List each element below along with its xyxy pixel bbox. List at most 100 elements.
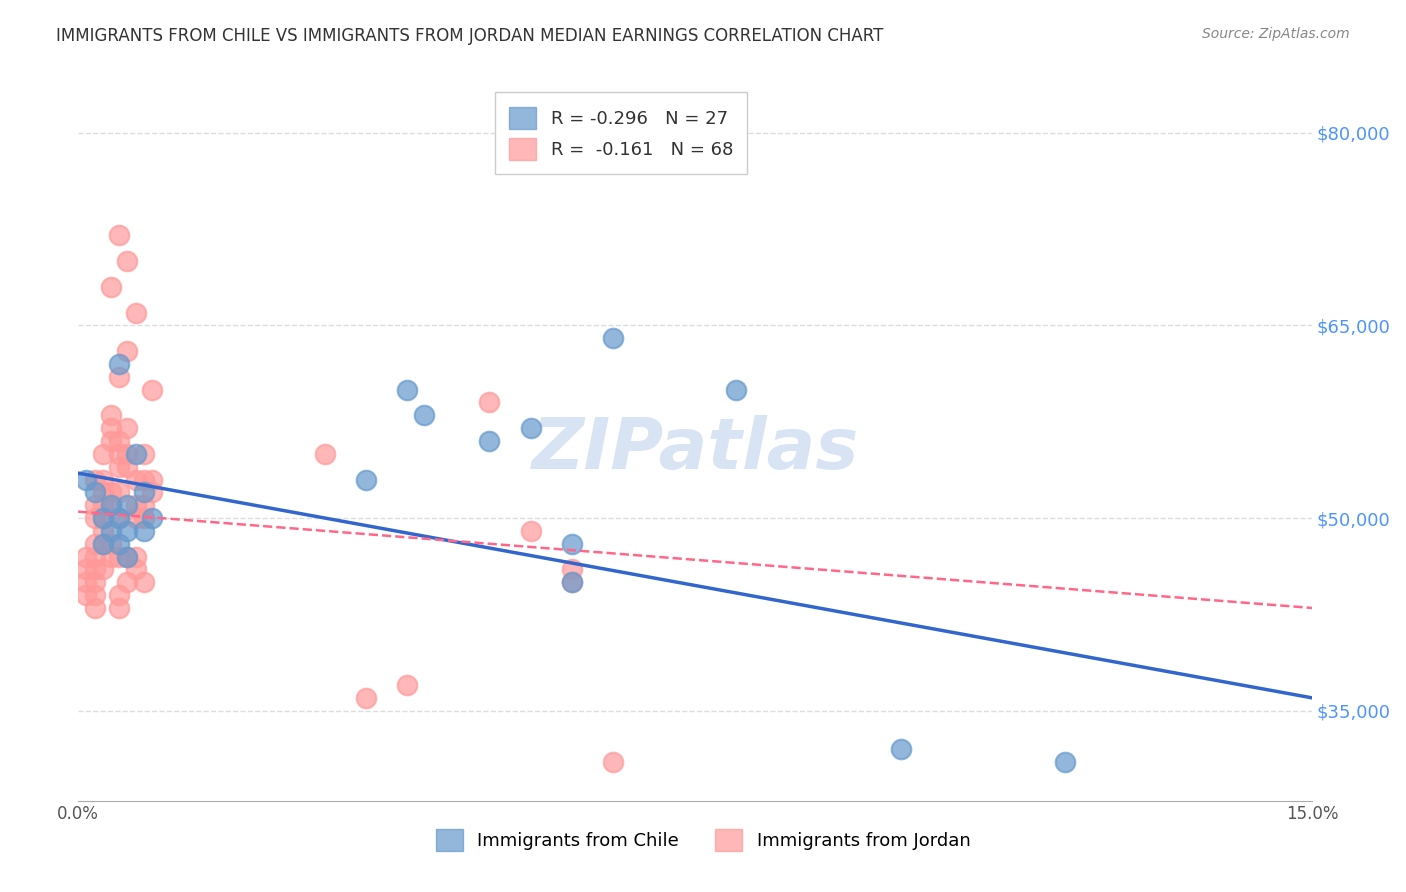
Point: [141, 383, 163, 397]
Point: [125, 549, 148, 564]
Point: [108, 549, 131, 564]
Point: [314, 447, 336, 461]
Point: [132, 524, 155, 538]
Point: [83, 511, 105, 525]
Point: [478, 434, 501, 448]
Point: [725, 383, 748, 397]
Point: [117, 344, 139, 359]
Point: [141, 511, 163, 525]
Point: [75, 562, 97, 576]
Point: [75, 588, 97, 602]
Legend: R = -0.296   N = 27, R =  -0.161   N = 68: R = -0.296 N = 27, R = -0.161 N = 68: [495, 92, 748, 174]
Point: [132, 447, 155, 461]
Point: [117, 575, 139, 590]
Point: [132, 511, 155, 525]
Point: [132, 575, 155, 590]
Point: [100, 434, 122, 448]
Point: [117, 524, 139, 538]
Text: IMMIGRANTS FROM CHILE VS IMMIGRANTS FROM JORDAN MEDIAN EARNINGS CORRELATION CHAR: IMMIGRANTS FROM CHILE VS IMMIGRANTS FROM…: [56, 27, 883, 45]
Point: [100, 421, 122, 435]
Point: [83, 588, 105, 602]
Point: [108, 369, 131, 384]
Point: [890, 742, 912, 756]
Point: [83, 473, 105, 487]
Point: [125, 305, 148, 319]
Point: [108, 588, 131, 602]
Point: [354, 473, 377, 487]
Point: [108, 511, 131, 525]
Text: Source: ZipAtlas.com: Source: ZipAtlas.com: [1202, 27, 1350, 41]
Point: [83, 485, 105, 500]
Point: [100, 524, 122, 538]
Point: [602, 755, 624, 769]
Point: [108, 434, 131, 448]
Point: [108, 357, 131, 371]
Point: [100, 498, 122, 512]
Point: [132, 473, 155, 487]
Point: [83, 537, 105, 551]
Point: [396, 383, 419, 397]
Point: [91, 537, 114, 551]
Point: [117, 459, 139, 474]
Point: [1054, 755, 1077, 769]
Point: [519, 421, 541, 435]
Point: [91, 447, 114, 461]
Point: [396, 678, 419, 692]
Point: [125, 447, 148, 461]
Point: [91, 537, 114, 551]
Point: [117, 498, 139, 512]
Point: [75, 473, 97, 487]
Point: [108, 459, 131, 474]
Point: [117, 549, 139, 564]
Point: [125, 473, 148, 487]
Point: [412, 409, 434, 423]
Point: [100, 280, 122, 294]
Point: [141, 473, 163, 487]
Point: [602, 331, 624, 345]
Point: [108, 511, 131, 525]
Point: [125, 498, 148, 512]
Point: [125, 562, 148, 576]
Point: [519, 524, 541, 538]
Point: [83, 575, 105, 590]
Point: [132, 485, 155, 500]
Point: [117, 254, 139, 268]
Point: [108, 537, 131, 551]
Point: [91, 562, 114, 576]
Point: [100, 498, 122, 512]
Point: [117, 447, 139, 461]
Point: [83, 549, 105, 564]
Point: [100, 549, 122, 564]
Point: [108, 447, 131, 461]
Point: [478, 395, 501, 409]
Point: [561, 537, 583, 551]
Point: [561, 575, 583, 590]
Point: [83, 562, 105, 576]
Point: [132, 498, 155, 512]
Point: [561, 575, 583, 590]
Point: [91, 485, 114, 500]
Legend: Immigrants from Chile, Immigrants from Jordan: Immigrants from Chile, Immigrants from J…: [422, 814, 984, 865]
Point: [141, 485, 163, 500]
Point: [100, 409, 122, 423]
Point: [100, 485, 122, 500]
Point: [354, 690, 377, 705]
Point: [108, 485, 131, 500]
Point: [91, 511, 114, 525]
Point: [108, 601, 131, 615]
Point: [100, 537, 122, 551]
Point: [108, 228, 131, 243]
Point: [75, 575, 97, 590]
Point: [91, 511, 114, 525]
Text: ZIPatlas: ZIPatlas: [531, 415, 859, 483]
Point: [75, 549, 97, 564]
Point: [561, 562, 583, 576]
Point: [91, 524, 114, 538]
Point: [91, 473, 114, 487]
Point: [83, 498, 105, 512]
Point: [91, 498, 114, 512]
Point: [83, 601, 105, 615]
Point: [125, 511, 148, 525]
Point: [117, 421, 139, 435]
Point: [117, 549, 139, 564]
